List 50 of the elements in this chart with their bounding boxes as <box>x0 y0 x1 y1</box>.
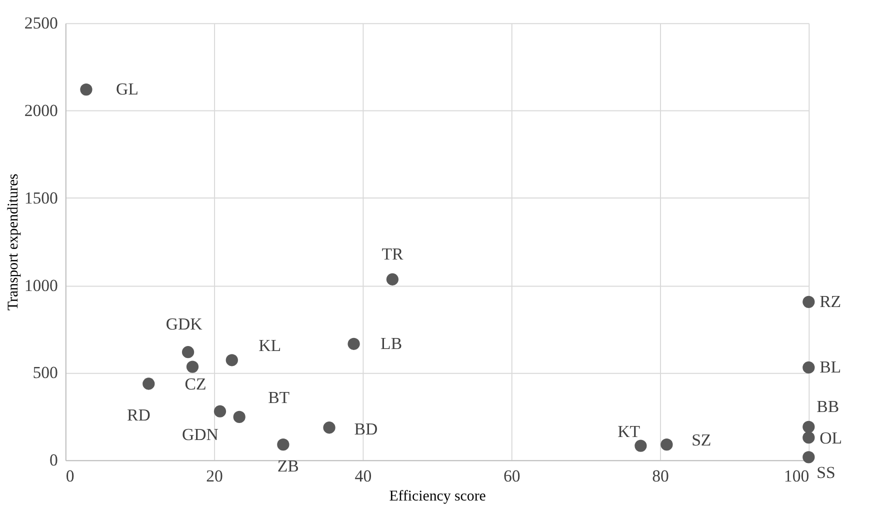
y-tick-label: 2500 <box>24 14 58 33</box>
y-tick-label: 0 <box>50 450 58 470</box>
annotation: GL <box>116 79 138 98</box>
point <box>634 440 647 452</box>
annotation: CZ <box>184 374 206 394</box>
x-tick-label: 0 <box>66 466 74 486</box>
y-axis-title: Transport expenditures <box>5 173 22 311</box>
point <box>80 83 92 96</box>
point <box>233 410 246 424</box>
annotation: TR <box>382 244 404 264</box>
point <box>348 338 360 350</box>
point <box>802 296 815 308</box>
annotation: OL <box>820 428 842 448</box>
x-tick-label: 20 <box>206 466 223 486</box>
point <box>182 346 194 358</box>
point <box>226 354 238 366</box>
annotation: GDK <box>166 314 202 334</box>
annotation: SZ <box>692 430 712 450</box>
point <box>214 405 226 418</box>
y-tick-label: 2000 <box>24 100 58 120</box>
point <box>802 451 815 464</box>
x-tick-label: 80 <box>652 466 669 486</box>
y-tick-label: 500 <box>32 363 58 382</box>
point <box>186 360 199 373</box>
x-tick-label: 60 <box>503 466 520 486</box>
annotation: RZ <box>820 292 842 311</box>
annotation: BD <box>354 420 378 439</box>
point <box>142 378 155 390</box>
annotation: BT <box>268 388 290 408</box>
x-tick-label: 100 <box>784 466 810 486</box>
y-tick-label: 1000 <box>24 276 58 295</box>
point <box>802 432 815 444</box>
point <box>802 361 815 374</box>
annotation: ZB <box>277 456 299 476</box>
point <box>277 438 290 451</box>
annotation: BB <box>816 397 840 416</box>
point <box>323 422 336 434</box>
point <box>802 420 815 433</box>
annotation: SS <box>816 462 836 482</box>
x-axis-title: Efficiency score <box>389 488 486 504</box>
annotation: KL <box>258 336 282 356</box>
y-tick-label: 1500 <box>24 188 58 208</box>
annotation: KT <box>618 422 640 441</box>
annotation: RD <box>127 405 150 424</box>
annotation: LB <box>380 334 402 353</box>
x-tick-label: 40 <box>354 466 372 486</box>
point <box>386 273 399 286</box>
annotation: GDN <box>182 425 218 444</box>
annotation: BL <box>820 357 842 376</box>
point <box>660 438 673 451</box>
